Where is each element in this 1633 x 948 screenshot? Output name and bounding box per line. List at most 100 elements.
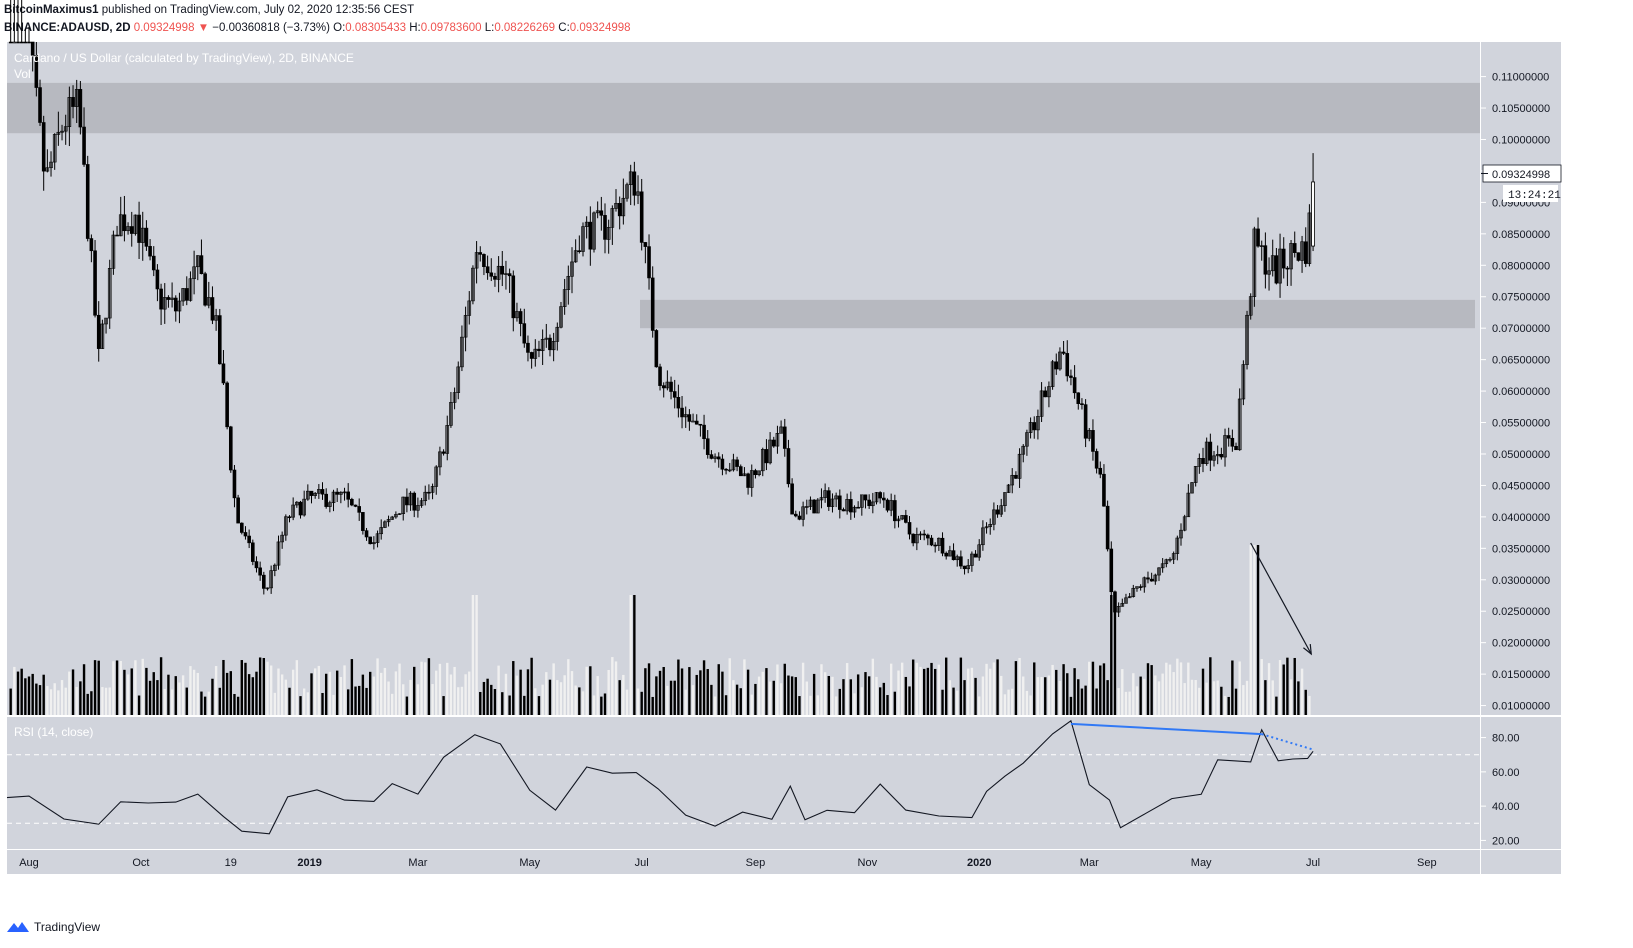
candle-body xyxy=(1256,228,1260,247)
volume-bar xyxy=(897,670,900,715)
volume-bar xyxy=(266,661,269,715)
candle-body xyxy=(1102,473,1106,507)
candle-body xyxy=(680,407,684,418)
volume-bar xyxy=(559,682,563,715)
candle-body xyxy=(812,499,816,514)
candle-body xyxy=(595,210,600,214)
candle-body xyxy=(309,490,314,496)
resistance-zones xyxy=(7,82,1480,329)
volume-bar xyxy=(64,687,67,715)
volume-bar xyxy=(343,665,346,715)
volume-bar xyxy=(1025,690,1029,715)
candle-body xyxy=(926,534,930,539)
volume-bar xyxy=(1073,668,1076,715)
candle-body xyxy=(599,210,604,216)
candle-body xyxy=(639,191,644,243)
candle-body xyxy=(1289,243,1293,270)
candle-body xyxy=(951,550,956,561)
candle-body xyxy=(1179,529,1183,539)
candle-body xyxy=(588,221,593,250)
candle-body xyxy=(195,255,200,268)
rsi-axis: 80.00 60.00 40.00 20.00 xyxy=(1481,733,1520,847)
volume-bar xyxy=(68,671,71,715)
time-tick-label: May xyxy=(519,857,540,869)
candle-body xyxy=(823,490,827,498)
volume-bar xyxy=(431,684,434,715)
volume-bar xyxy=(578,687,581,715)
volume-bar xyxy=(1124,691,1128,715)
volume-bar xyxy=(1245,680,1249,715)
volume-bar xyxy=(1300,668,1304,715)
candle-body xyxy=(1120,603,1125,607)
brand-text[interactable]: TradingView xyxy=(34,920,101,934)
candle-body xyxy=(162,297,167,310)
author-name[interactable]: BitcoinMaximus1 xyxy=(4,4,99,16)
candle-body xyxy=(482,254,486,268)
candle-body xyxy=(819,497,824,501)
candle-body xyxy=(460,336,464,368)
candle-body xyxy=(361,512,365,531)
volume-bar xyxy=(229,671,232,715)
volume-bar xyxy=(944,657,948,715)
candle-body xyxy=(625,184,629,199)
candle-body xyxy=(882,497,886,501)
volume-bar xyxy=(1110,595,1113,715)
candle-body xyxy=(60,130,64,133)
price-pane-background xyxy=(7,42,1480,715)
volume-bar xyxy=(970,667,974,715)
volume-bar xyxy=(1029,695,1032,715)
time-tick-label: Sep xyxy=(746,857,766,869)
volume-bar xyxy=(20,668,23,715)
candle-body xyxy=(1021,445,1026,455)
candle-body xyxy=(170,297,174,300)
candle-body xyxy=(144,227,149,247)
rsi-pane-background xyxy=(7,717,1480,849)
rsi-line xyxy=(6,719,1314,835)
candle-body xyxy=(8,41,13,44)
candle-body xyxy=(71,97,75,107)
candle-body xyxy=(841,509,846,512)
volume-bar xyxy=(735,684,739,715)
candle-body xyxy=(896,518,901,522)
volume-bar xyxy=(695,674,698,715)
volume-bar xyxy=(299,696,302,715)
candle-body xyxy=(1190,482,1194,494)
candle-body xyxy=(1109,548,1114,593)
volume-bar xyxy=(1047,675,1051,715)
volume-bar xyxy=(424,662,427,715)
candle-body xyxy=(738,466,743,477)
volume-bar xyxy=(552,663,555,715)
candle-body xyxy=(628,171,633,186)
time-tick-label: Jul xyxy=(635,857,649,869)
volume-bar xyxy=(449,674,453,715)
time-axis[interactable]: Aug Oct 19 2019 Mar May Jul Sep Nov 2020 Mar May Jul… xyxy=(19,857,1436,869)
candle-body xyxy=(1263,245,1268,275)
candle-body xyxy=(1091,430,1095,452)
volume-bar xyxy=(834,696,838,715)
candle-body xyxy=(1025,432,1029,447)
volume-bar xyxy=(1231,660,1234,715)
candle-body xyxy=(38,87,42,123)
volume-bar xyxy=(801,662,805,715)
candle-body xyxy=(317,489,321,494)
candle-body xyxy=(559,306,563,328)
candle-body xyxy=(533,348,538,359)
volume-bar xyxy=(1128,691,1131,715)
volume-bar xyxy=(933,668,937,715)
candle-body xyxy=(243,532,248,537)
candle-body xyxy=(1054,361,1059,370)
volume-bar xyxy=(541,684,544,715)
volume-bar xyxy=(1220,686,1223,715)
volume-bar xyxy=(126,674,130,715)
candle-body xyxy=(518,311,523,324)
candle-body xyxy=(900,515,904,520)
volume-bar xyxy=(203,696,207,715)
volume-bar xyxy=(60,680,64,715)
candle-body xyxy=(522,323,527,344)
price-tick-label: 0.10000000 xyxy=(1492,134,1550,146)
candle-body xyxy=(1058,351,1062,370)
volume-bar xyxy=(247,674,251,715)
volume-bar xyxy=(453,666,456,715)
candle-body xyxy=(860,494,864,508)
